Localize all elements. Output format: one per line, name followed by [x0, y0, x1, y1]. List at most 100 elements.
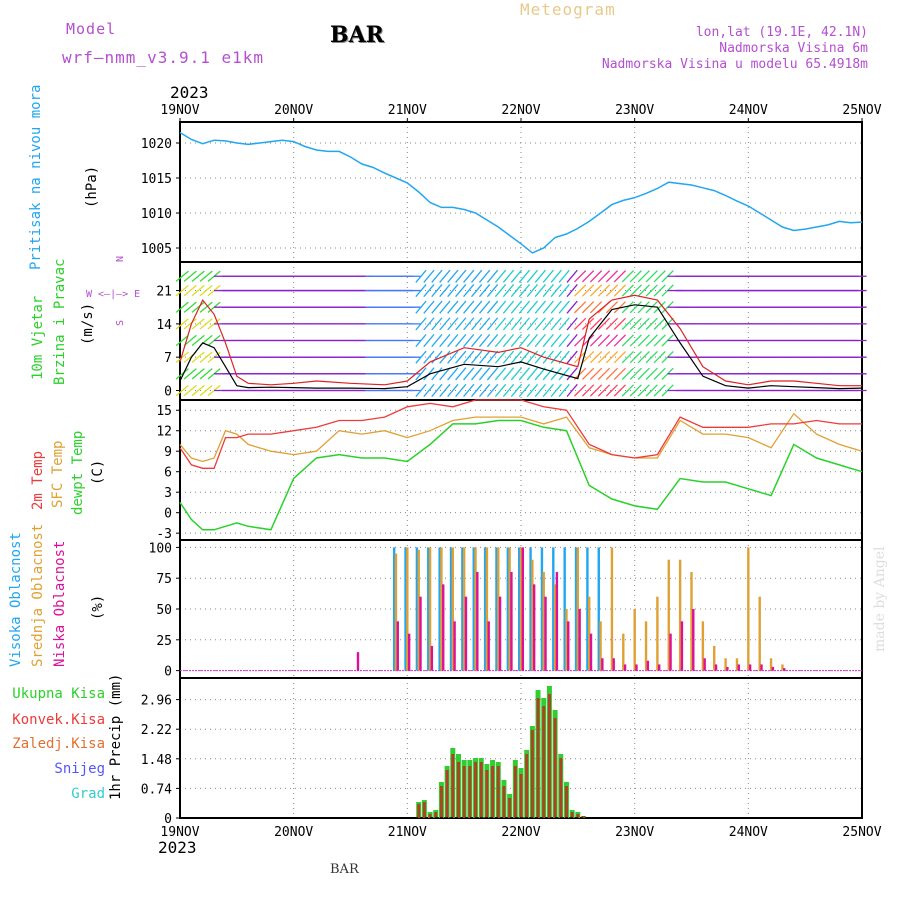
y-tick-label: 21 — [156, 285, 172, 300]
wind-barb — [494, 269, 507, 283]
x-tick-label-top: 19NOV — [160, 103, 199, 118]
cloud-bar-1 — [588, 596, 591, 671]
wind-barb — [653, 351, 666, 364]
cloud-bar-2 — [396, 621, 399, 671]
wind-barb — [605, 334, 619, 347]
wind-barb — [566, 269, 578, 283]
wind-barb — [573, 317, 587, 330]
cloud-bar-2 — [407, 633, 411, 671]
wind-barb — [463, 350, 475, 364]
cloud-bar-0 — [574, 547, 578, 671]
wind-barb — [613, 270, 627, 283]
wind-barb — [471, 333, 483, 348]
wind-barb — [494, 317, 507, 331]
wind-barb — [486, 300, 499, 314]
y-tick-label: 25 — [156, 634, 172, 649]
wind-barb — [566, 367, 578, 381]
precip-conv-bar — [570, 812, 574, 818]
precip-conv-bar — [582, 816, 586, 818]
y-tick-label: 7 — [164, 351, 172, 366]
wind-barb — [510, 383, 523, 398]
cloud-bar-2 — [612, 658, 615, 671]
cloud-bar-0 — [427, 547, 430, 671]
precip-conv-bar — [525, 754, 529, 818]
wind-barb — [502, 367, 515, 381]
wind-barb — [447, 333, 459, 348]
wind-barb — [558, 383, 570, 398]
cloud-bar-2 — [783, 668, 786, 671]
precip-conv-bar — [479, 762, 483, 818]
precip-conv-bar — [491, 766, 495, 818]
wind-barb — [637, 351, 650, 364]
wind-barb — [597, 384, 611, 397]
x-tick-label-bottom: 23NOV — [615, 825, 654, 840]
wind-barb — [566, 350, 578, 364]
wind-barb — [447, 284, 459, 298]
wind-barb — [645, 270, 658, 283]
wind-barb — [486, 284, 499, 298]
y-tick-label: 1015 — [141, 172, 172, 187]
wind-barb — [566, 317, 578, 331]
wind-barb — [510, 300, 523, 314]
wind-barb — [423, 317, 435, 331]
wind-barb — [471, 367, 483, 381]
cloud-bar-1 — [485, 547, 489, 671]
cloud-bar-1 — [644, 621, 648, 671]
wind-barb — [534, 350, 546, 364]
cloud-bar-1 — [462, 547, 466, 671]
wind-barb — [191, 318, 205, 330]
wind-barb — [581, 301, 595, 314]
wind-barb — [621, 301, 634, 314]
wind-barb — [526, 300, 539, 314]
wind-barb — [629, 384, 642, 397]
altitude-label: Nadmorska Visina 6m — [719, 41, 868, 56]
cloud-bar-1 — [599, 621, 602, 671]
cloud-bar-2 — [737, 664, 740, 671]
wind-barb — [463, 269, 475, 283]
wind-barb — [518, 300, 531, 314]
wind-barb — [558, 269, 570, 283]
x-tick-label-top: 25NOV — [842, 103, 881, 118]
cloud-bar-2 — [555, 572, 559, 671]
wind-barb — [542, 383, 554, 398]
wind-barb — [510, 350, 523, 364]
x-tick-label-bottom: 21NOV — [388, 825, 427, 840]
precip-conv-bar — [451, 754, 455, 818]
wind-barb — [415, 269, 427, 283]
precip-conv-bar — [422, 802, 426, 818]
precip-conv-bar — [485, 770, 489, 818]
wind-barb — [455, 300, 467, 314]
wind-barb — [637, 270, 650, 283]
station-title: BAR — [330, 22, 384, 48]
wind-barb — [566, 333, 578, 348]
wind-barb — [558, 300, 570, 314]
wind-barb — [471, 284, 483, 298]
wind-barb — [534, 367, 546, 381]
wind-barb — [566, 284, 578, 298]
y-tick-label: 100 — [149, 541, 172, 556]
cloud-bar-0 — [586, 547, 589, 671]
wind-barb — [471, 269, 483, 283]
wind-barb — [463, 284, 475, 298]
wind-barb — [463, 300, 475, 314]
precip-conv-bar — [434, 812, 438, 818]
wind-barb — [183, 284, 197, 297]
wind-barb — [478, 367, 491, 381]
wind-barb — [653, 334, 666, 347]
wind-barb — [518, 269, 531, 283]
wind-barb — [637, 284, 650, 297]
wind-barb — [581, 270, 595, 283]
cloud-bar-1 — [713, 645, 716, 671]
wind-barb — [199, 384, 213, 397]
cloud-bar-2 — [771, 666, 775, 671]
wind-barb — [542, 333, 554, 348]
wind-barb — [629, 317, 642, 330]
cloud-bar-2 — [589, 633, 593, 671]
wind-barb — [463, 317, 475, 331]
wind-barb — [653, 384, 666, 397]
wind-barb — [566, 383, 578, 398]
wind-barb — [558, 317, 570, 331]
wind-barb — [502, 300, 515, 314]
wind-barb — [589, 367, 603, 380]
y-tick-label: 9 — [164, 445, 172, 460]
